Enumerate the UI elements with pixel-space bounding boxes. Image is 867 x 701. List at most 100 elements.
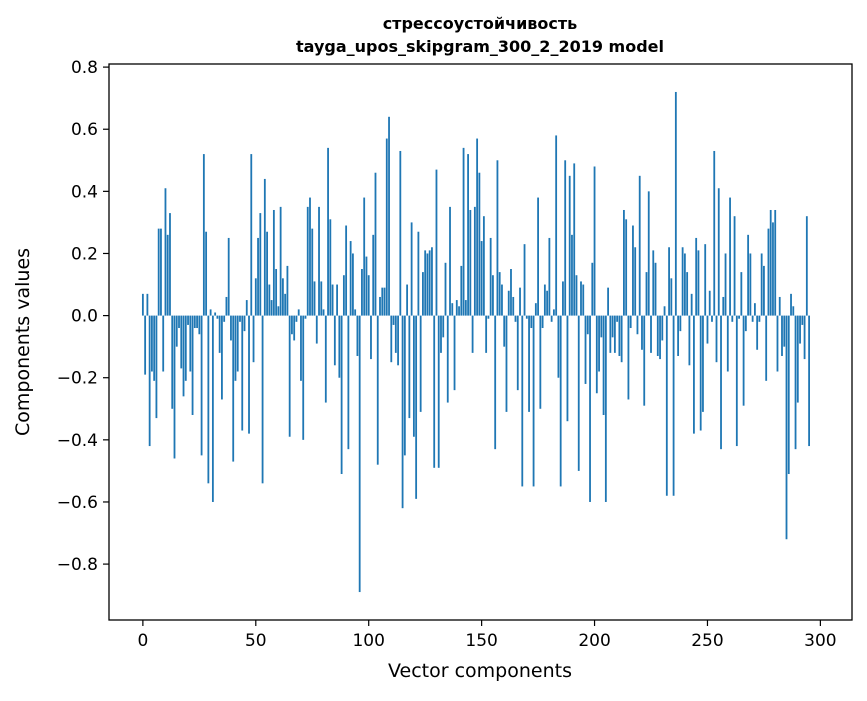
bar: [514, 315, 517, 322]
bars-layer: [141, 91, 810, 593]
bar: [753, 303, 756, 316]
bar: [365, 256, 368, 316]
y-tick-label: 0.6: [71, 120, 98, 140]
bar: [286, 265, 289, 316]
bar: [607, 287, 609, 316]
bar: [385, 138, 388, 316]
bar: [318, 206, 320, 316]
bar: [223, 315, 226, 322]
bar: [510, 269, 512, 316]
bar: [799, 315, 801, 344]
bar: [781, 315, 783, 356]
bar: [311, 228, 314, 316]
bar: [473, 206, 476, 316]
bar: [668, 247, 670, 316]
bar: [537, 197, 539, 316]
bar: [207, 315, 210, 484]
bar: [313, 281, 316, 316]
bar: [541, 315, 544, 329]
bar: [148, 315, 151, 447]
bar: [638, 175, 641, 316]
bar: [272, 209, 275, 316]
bar: [169, 213, 171, 316]
bar: [808, 315, 810, 447]
bar: [756, 315, 759, 350]
bar: [388, 116, 390, 316]
bar: [288, 315, 291, 437]
bar: [575, 275, 578, 316]
x-axis: 0 50 100 150 200 250 300: [137, 620, 837, 651]
bar: [498, 272, 501, 316]
bar: [178, 315, 180, 329]
bar: [679, 315, 682, 332]
bar: [623, 209, 625, 316]
bar: [403, 315, 406, 456]
bar: [598, 315, 600, 372]
bar: [196, 315, 198, 329]
bar: [218, 315, 221, 353]
bar: [284, 293, 287, 316]
bar: [803, 315, 806, 360]
bar: [245, 300, 248, 316]
bar: [383, 287, 386, 316]
bar: [494, 315, 497, 450]
bar: [460, 265, 463, 316]
bar: [787, 315, 790, 475]
bar: [654, 262, 657, 316]
bar: [422, 272, 424, 316]
bar: [704, 244, 707, 316]
bar: [582, 284, 585, 316]
bar: [180, 315, 183, 369]
bar: [293, 315, 296, 341]
chart-subtitle: tayga_upos_skipgram_300_2_2019 model: [296, 37, 664, 56]
bar: [744, 315, 747, 332]
bar: [731, 315, 734, 322]
bar: [381, 287, 384, 316]
bar: [304, 315, 307, 319]
bar: [543, 284, 546, 316]
bar: [370, 315, 372, 360]
bar: [419, 315, 422, 412]
bar: [198, 315, 201, 335]
bar: [609, 315, 612, 353]
bar: [521, 315, 524, 487]
bar: [141, 293, 144, 316]
bar: [401, 315, 404, 509]
bar: [713, 150, 716, 316]
bar: [523, 244, 526, 316]
bar: [487, 315, 490, 319]
bar: [562, 281, 564, 316]
bar: [376, 315, 379, 465]
bar: [184, 315, 187, 381]
bar: [453, 315, 456, 391]
bar: [778, 296, 781, 316]
bar: [629, 315, 632, 329]
x-tick-label: 200: [578, 631, 610, 651]
bar: [512, 296, 515, 316]
bar: [202, 154, 205, 316]
bar: [151, 315, 153, 372]
bar: [584, 315, 587, 384]
bar: [352, 253, 354, 316]
bar: [591, 262, 594, 316]
bar: [785, 315, 788, 540]
bar: [801, 315, 804, 325]
bar: [476, 138, 479, 316]
bar: [331, 284, 334, 316]
bar: [489, 237, 492, 316]
bar: [767, 228, 770, 316]
bar: [171, 315, 174, 409]
bar: [363, 197, 366, 316]
bar: [783, 315, 786, 347]
bar: [672, 315, 675, 496]
bar: [548, 237, 551, 316]
bar: [733, 216, 736, 316]
bar: [550, 315, 553, 322]
bar: [146, 293, 149, 316]
bar: [239, 315, 241, 322]
bar: [358, 315, 361, 593]
bar: [225, 296, 228, 316]
bar: [291, 315, 293, 335]
